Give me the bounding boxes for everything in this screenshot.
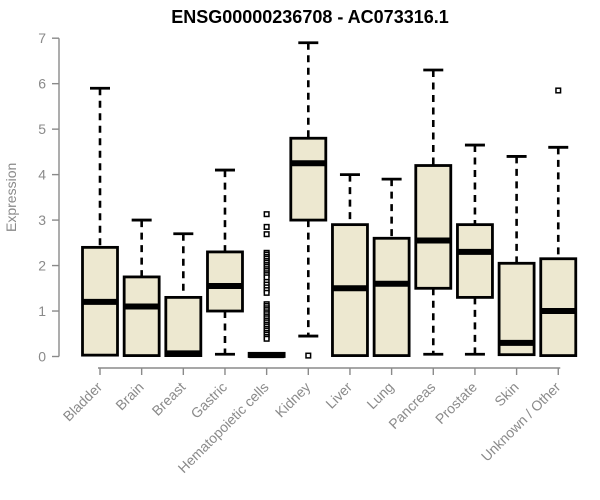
y-tick-label: 0 — [38, 349, 46, 365]
box-group-skin — [497, 155, 536, 357]
box-group-bladder — [81, 86, 119, 357]
iqr-box — [164, 295, 203, 357]
x-category-label: Unknown / Other — [478, 379, 564, 465]
iqr-box — [206, 250, 244, 313]
iqr-box — [289, 136, 328, 222]
y-tick-label: 2 — [38, 258, 46, 274]
iqr-box — [539, 257, 578, 357]
outlier-point — [555, 87, 562, 94]
x-category-label: Breast — [149, 379, 189, 419]
y-tick-label: 5 — [38, 121, 46, 137]
box-group-kidney — [289, 41, 328, 359]
outlier-point — [263, 289, 270, 296]
y-tick-label: 1 — [38, 303, 46, 319]
chart-title: ENSG00000236708 - AC073316.1 — [171, 7, 449, 27]
outlier-point — [263, 211, 270, 218]
box-group-breast — [164, 232, 203, 357]
outlier-point — [263, 223, 270, 230]
iqr-box — [372, 236, 411, 357]
outlier-point — [263, 231, 270, 238]
y-tick-label: 4 — [38, 167, 46, 183]
box-group-unknown-other — [539, 87, 578, 357]
outlier-point — [305, 352, 312, 359]
x-category-label: Skin — [491, 379, 522, 410]
box-group-lung — [372, 177, 411, 357]
box-group-prostate — [456, 143, 494, 356]
box-group-brain — [122, 218, 161, 357]
x-category-label: Bladder — [60, 379, 106, 425]
iqr-box — [497, 261, 536, 357]
x-category-label: Lung — [363, 379, 396, 412]
y-tick-label: 3 — [38, 212, 46, 228]
box-group-hematopoietic-cells — [247, 211, 286, 359]
iqr-box — [122, 275, 161, 357]
box-group-liver — [331, 173, 369, 357]
iqr-box — [414, 164, 453, 290]
box-group-gastric — [206, 168, 244, 356]
y-tick-label: 6 — [38, 76, 46, 92]
y-axis-title: Expression — [3, 163, 19, 232]
outlier-point — [263, 335, 270, 342]
x-category-label: Liver — [322, 379, 355, 412]
box-group-pancreas — [414, 68, 453, 356]
y-tick-label: 7 — [38, 30, 46, 46]
x-category-label: Kidney — [272, 379, 314, 421]
x-category-label: Prostate — [432, 379, 480, 427]
iqr-box — [456, 223, 494, 299]
x-category-label: Brain — [112, 379, 146, 413]
